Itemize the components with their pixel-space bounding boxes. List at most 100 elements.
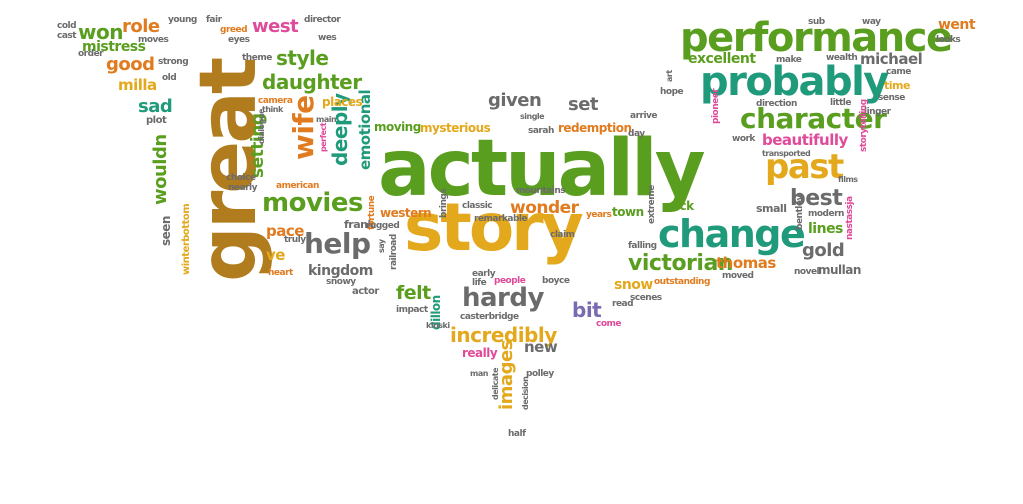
word-greed: greed bbox=[220, 25, 248, 35]
word-linger: linger bbox=[864, 107, 891, 117]
word-best: best bbox=[790, 186, 843, 211]
word-wonder: wonder bbox=[510, 198, 579, 218]
word-pioneer: pioneer bbox=[711, 88, 721, 124]
word-movies: movies bbox=[262, 188, 363, 218]
word-main: main bbox=[316, 115, 337, 124]
word-probably: probably bbox=[700, 59, 889, 105]
word-plot: plot bbox=[146, 115, 167, 126]
word-western: western bbox=[380, 206, 432, 220]
word-lines: lines bbox=[808, 221, 843, 237]
word-wife: wife bbox=[287, 95, 320, 160]
word-impact: impact bbox=[396, 305, 428, 315]
word-wealth: wealth bbox=[826, 53, 858, 63]
word-railroad: railroad bbox=[389, 234, 399, 270]
word-modern: modern bbox=[808, 209, 844, 219]
word-man: man bbox=[470, 369, 488, 378]
word-rugged: rugged bbox=[366, 221, 400, 231]
word-sarah: sarah bbox=[528, 126, 554, 136]
word-kingdom: kingdom bbox=[308, 263, 373, 279]
word-role: role bbox=[122, 16, 160, 37]
word-came: came bbox=[886, 67, 911, 77]
word-moves: moves bbox=[138, 35, 169, 45]
word-redemption: redemption bbox=[558, 121, 632, 135]
word-incredibly: incredibly bbox=[450, 323, 557, 347]
word-outstanding: outstanding bbox=[654, 277, 710, 287]
word-truly: truly bbox=[284, 235, 306, 245]
word-town: town bbox=[612, 205, 644, 219]
word-heart: heart bbox=[268, 268, 293, 278]
word-transported: transported bbox=[762, 149, 811, 158]
word-frank: frank bbox=[344, 218, 375, 231]
word-work: work bbox=[732, 134, 755, 144]
word-think: think bbox=[262, 105, 283, 114]
word-character: character bbox=[740, 102, 887, 135]
word-single: single bbox=[520, 112, 545, 121]
word-way: way bbox=[862, 17, 881, 27]
word-order: order bbox=[78, 49, 104, 59]
word-years: years bbox=[586, 210, 612, 220]
word-dialogue: dialogue bbox=[257, 109, 266, 144]
word-director: director bbox=[304, 15, 341, 25]
word-mistress: mistress bbox=[82, 39, 146, 55]
word-moving: moving bbox=[374, 120, 421, 134]
word-actor: actor bbox=[352, 286, 379, 297]
word-boyce: boyce bbox=[542, 276, 570, 286]
word-make: make bbox=[776, 55, 802, 65]
word-nastassja: nastassja bbox=[845, 196, 855, 240]
word-moved: moved bbox=[722, 271, 754, 281]
word-little: little bbox=[830, 98, 851, 108]
word-novel: novel bbox=[794, 267, 820, 277]
word-direction: direction bbox=[756, 99, 797, 109]
word-ve: ve bbox=[266, 246, 285, 264]
word-places: places bbox=[322, 95, 363, 109]
word-mysterious: mysterious bbox=[420, 121, 491, 135]
word-read: read bbox=[612, 299, 634, 309]
word-felt: felt bbox=[396, 282, 431, 304]
word-wes: wes bbox=[318, 33, 337, 43]
word-actually: actually bbox=[378, 124, 706, 214]
word-beautifully: beautifully bbox=[762, 131, 848, 149]
word-hardy: hardy bbox=[462, 283, 544, 313]
word-come: come bbox=[596, 319, 622, 329]
word-good: good bbox=[106, 54, 155, 75]
word-cast: cast bbox=[57, 31, 77, 41]
word-gold: gold bbox=[802, 240, 845, 261]
word-thomas: thomas bbox=[716, 254, 776, 272]
word-perfect: perfect bbox=[319, 122, 328, 152]
word-young: young bbox=[168, 15, 197, 25]
word-extreme: extreme bbox=[647, 185, 657, 224]
word-theme: theme bbox=[242, 53, 272, 63]
word-bit: bit bbox=[572, 298, 602, 322]
word-delicate: delicate bbox=[491, 367, 500, 400]
word-went: went bbox=[938, 17, 976, 33]
word-excellent: excellent bbox=[688, 51, 756, 67]
word-american: american bbox=[276, 181, 319, 191]
word-life: life bbox=[472, 278, 487, 288]
word-victorian: victorian bbox=[628, 251, 733, 276]
word-looks: looks bbox=[936, 35, 961, 45]
word-eyes: eyes bbox=[228, 35, 250, 45]
word-mullan: mullan bbox=[818, 263, 861, 277]
word-michael: michael bbox=[860, 50, 923, 68]
word-fair: fair bbox=[206, 15, 222, 25]
word-old: old bbox=[162, 73, 177, 83]
word-half: half bbox=[508, 429, 526, 439]
word-nearly: nearly bbox=[228, 183, 257, 193]
word-decision: decision bbox=[521, 376, 530, 410]
word-won: won bbox=[78, 20, 123, 44]
word-claim: claim bbox=[550, 230, 575, 240]
word-sense: sense bbox=[878, 93, 905, 103]
word-pace: pace bbox=[266, 222, 304, 240]
word-wouldn: wouldn bbox=[150, 134, 171, 205]
word-performance: performance bbox=[680, 15, 953, 61]
word-sad: sad bbox=[138, 96, 173, 117]
word-small: small bbox=[756, 202, 787, 215]
word-remarkable: remarkable bbox=[474, 214, 528, 224]
word-set: set bbox=[568, 94, 599, 115]
word-arrive: arrive bbox=[630, 111, 658, 121]
word-time: time bbox=[884, 79, 910, 92]
word-art: art bbox=[665, 70, 674, 82]
word-early: early bbox=[472, 269, 496, 279]
word-films: films bbox=[838, 175, 858, 184]
